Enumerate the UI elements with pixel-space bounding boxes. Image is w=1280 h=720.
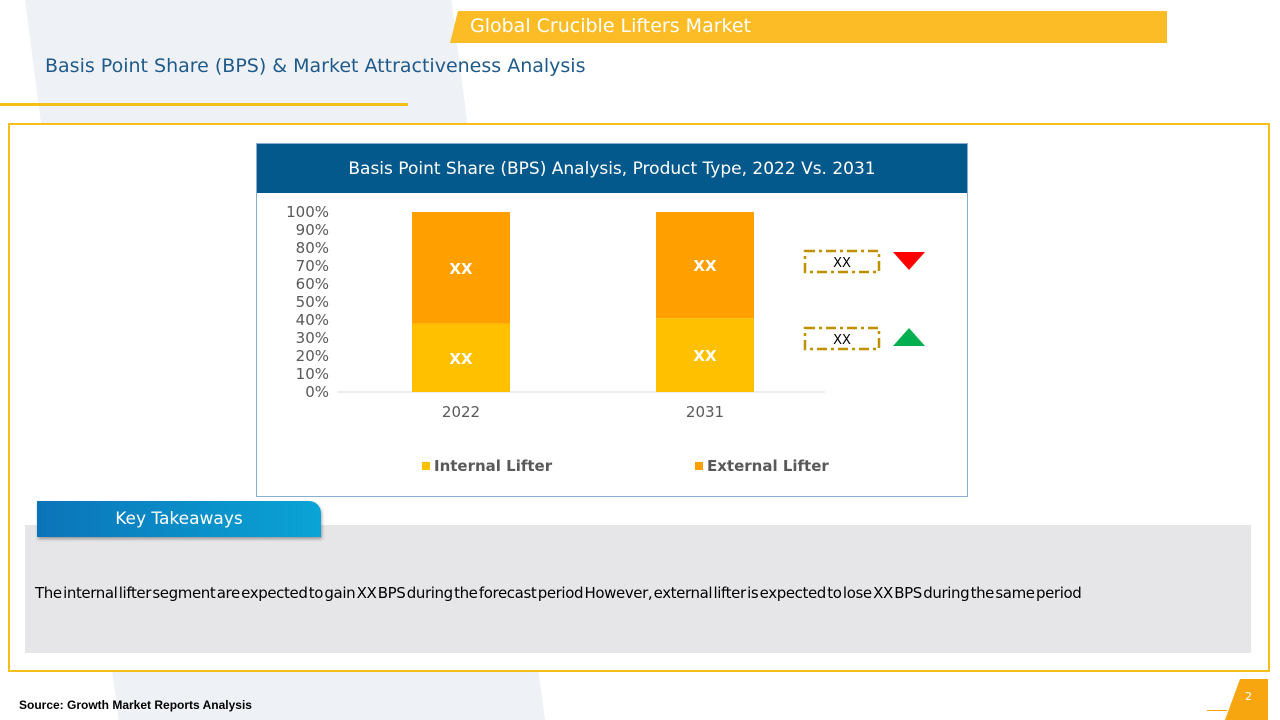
takeaway-text: The internal lifter segment are expected… xyxy=(35,584,1082,602)
up-arrow-icon xyxy=(893,328,925,346)
page-title: Basis Point Share (BPS) & Market Attract… xyxy=(45,55,586,77)
key-takeaways-tab: Key Takeaways xyxy=(37,501,321,537)
data-label: XX xyxy=(449,350,473,368)
bps-indicator-label: XX xyxy=(833,256,851,271)
y-tick-label: 20% xyxy=(296,347,329,365)
bar-segment-external-lifter xyxy=(656,212,754,319)
data-label: XX xyxy=(693,257,717,275)
y-tick-label: 70% xyxy=(296,257,329,275)
y-tick-label: 80% xyxy=(296,239,329,257)
bps-indicator-box xyxy=(803,249,881,274)
title-underline xyxy=(0,103,408,106)
bar-segment-internal-lifter xyxy=(656,318,754,392)
y-tick-label: 90% xyxy=(296,221,329,239)
down-arrow-icon xyxy=(893,252,925,270)
bps-chart: 0%10%20%30%40%50%60%70%80%90%100% XX XX 202… xyxy=(286,203,925,475)
y-tick-label: 40% xyxy=(296,311,329,329)
bar-segment-external-lifter xyxy=(412,212,510,324)
data-label: XX xyxy=(693,347,717,365)
takeaway-box: The internal lifter segment are expected… xyxy=(25,525,1251,653)
legend-swatch xyxy=(695,462,703,470)
y-tick-label: 60% xyxy=(296,275,329,293)
y-tick-label: 50% xyxy=(296,293,329,311)
x-tick-label: 2022 xyxy=(442,403,480,421)
x-tick-label: 2031 xyxy=(686,403,724,421)
y-tick-label: 0% xyxy=(305,383,329,401)
legend-label: External Lifter xyxy=(707,457,829,475)
legend-swatch xyxy=(422,462,430,470)
bps-indicator-label: XX xyxy=(833,333,851,348)
bar-segment-internal-lifter xyxy=(412,323,510,392)
source-note: Source: Growth Market Reports Analysis xyxy=(19,698,252,712)
market-banner-title: Global Crucible Lifters Market xyxy=(470,15,751,37)
page-number-badge: 2 xyxy=(1225,679,1268,720)
data-label: XX xyxy=(449,260,473,278)
market-banner: Global Crucible Lifters Market xyxy=(450,11,1167,43)
chart-title: Basis Point Share (BPS) Analysis, Produc… xyxy=(257,144,967,193)
y-tick-label: 30% xyxy=(296,329,329,347)
page-number: 2 xyxy=(1245,690,1252,703)
legend-label: Internal Lifter xyxy=(434,457,553,475)
bps-indicator-box xyxy=(803,326,881,351)
bps-chart-panel: Basis Point Share (BPS) Analysis, Produc… xyxy=(256,143,968,497)
y-tick-label: 100% xyxy=(286,203,329,221)
page-number-line xyxy=(1207,710,1227,711)
y-tick-label: 10% xyxy=(296,365,329,383)
